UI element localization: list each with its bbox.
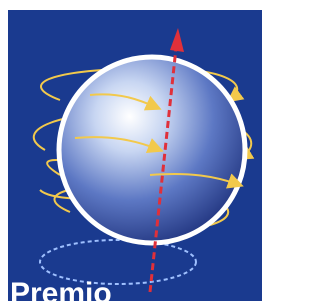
brand-text: Premio [10, 277, 112, 301]
logo: Premio [0, 0, 269, 301]
sphere [59, 57, 245, 243]
page: Premio (() => { const data = JSON.parse(… [0, 0, 320, 301]
